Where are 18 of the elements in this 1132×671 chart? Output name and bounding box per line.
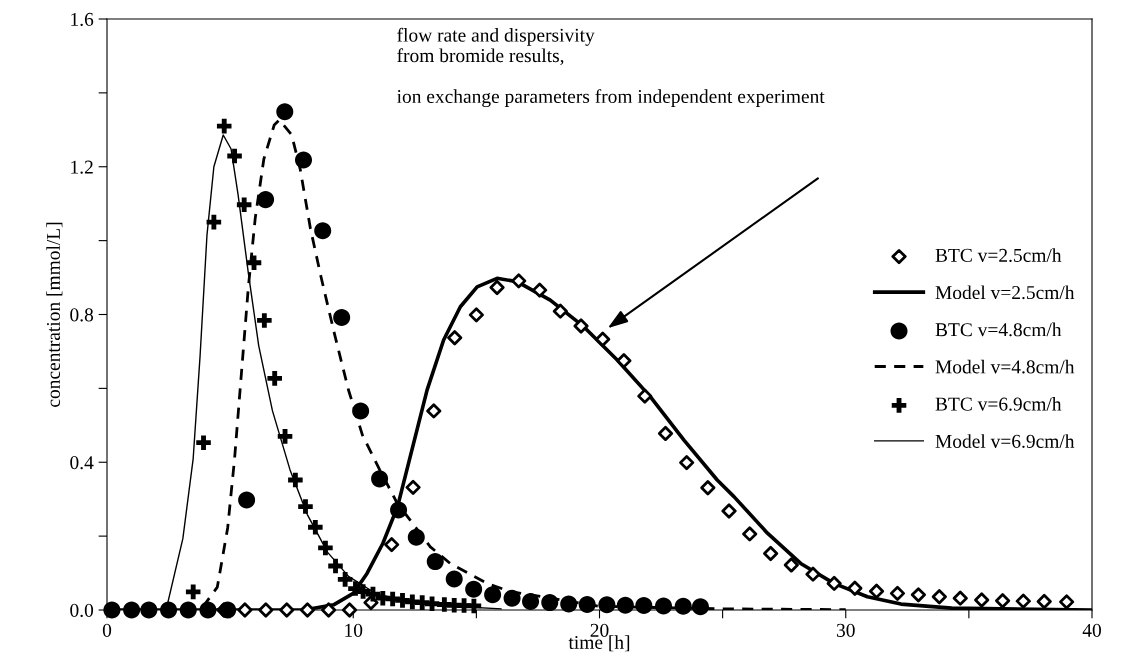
y-tick-label: 1.2 (71, 160, 93, 174)
x-tick-label: 40 (1082, 623, 1101, 637)
legend-label: Model v=6.9cm/h (935, 434, 1075, 448)
y-tick-label: 1.6 (71, 12, 94, 27)
y-tick-label: 0.8 (70, 308, 94, 322)
x-tick-label: 0 (102, 623, 112, 637)
legend-label: BTC v=2.5cm/h (935, 248, 1062, 262)
text: flow rate and dispersivity from bromide results, ion exchange parameters from independent experiment (397, 27, 825, 108)
x-tick-label: 20 (590, 623, 609, 637)
legend-label: BTC v=6.9cm/h (935, 397, 1062, 411)
y-tick-label: 0.0 (70, 603, 94, 618)
x-tick-label: 30 (836, 623, 855, 637)
legend-label: BTC v=4.8cm/h (935, 322, 1062, 337)
y-axis-title: concentration [mmol/L] (46, 222, 63, 407)
legend-label: Model v=4.8cm/h (935, 359, 1075, 374)
y-tick-label: 0.4 (70, 456, 94, 470)
x-tick-label: 10 (345, 623, 363, 637)
legend-label: Model v=2.5cm/h (935, 285, 1075, 300)
